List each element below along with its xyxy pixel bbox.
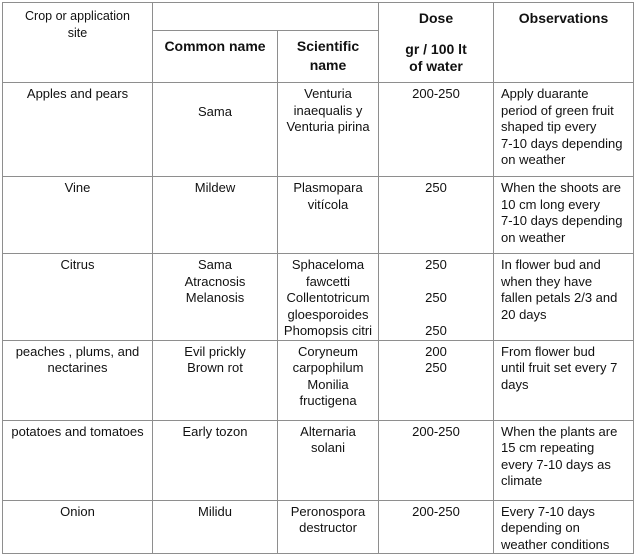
cell-common: Milidu bbox=[152, 499, 278, 554]
header-crop-site: Crop or application site bbox=[2, 2, 153, 83]
header-common-name: Common name bbox=[152, 30, 278, 83]
cell-observations: When the shoots are 10 cm long every 7-1… bbox=[493, 176, 634, 254]
cell-observations: When the plants are 15 cm repeating ever… bbox=[493, 419, 634, 501]
table-row: potatoes and tomatoes Early tozon Alternar… bbox=[2, 419, 634, 501]
cell-common: Evil prickly Brown rot bbox=[152, 339, 278, 421]
table-row: Onion Milidu Peronospora destructor 200-250… bbox=[2, 499, 634, 554]
cell-observations: From flower bud until fruit set every 7 … bbox=[493, 339, 634, 421]
header-dose: Dose gr / 100 lt of water bbox=[378, 2, 494, 83]
cell-dose: 200-250 bbox=[378, 419, 494, 501]
cell-crop: Vine bbox=[2, 176, 153, 254]
cell-scientific: Coryneum carpophilum Monilia fructigena bbox=[277, 339, 379, 421]
cell-common: Mildew bbox=[152, 176, 278, 254]
cell-crop: Onion bbox=[2, 499, 153, 554]
table-row: Citrus Sama Atracnosis Melanosis Sphacelom… bbox=[2, 253, 634, 341]
cell-scientific: Venturia inaequalis y Venturia pirina bbox=[277, 82, 379, 177]
cell-observations: In flower bud and when they have fallen … bbox=[493, 253, 634, 341]
cell-scientific: Alternaria solani bbox=[277, 419, 379, 501]
table-row: peaches , plums, and nectarines Evil pric… bbox=[2, 339, 634, 421]
table-header: Crop or application site Dose gr / 100 l… bbox=[2, 2, 634, 83]
header-dose-unit: gr / 100 lt of water bbox=[405, 41, 467, 74]
cell-crop: Apples and pears bbox=[2, 82, 153, 177]
cell-dose: 200-250 bbox=[378, 82, 494, 177]
cell-common: Sama Atracnosis Melanosis bbox=[152, 253, 278, 341]
cell-dose: 200-250 bbox=[378, 499, 494, 554]
cell-common: Early tozon bbox=[152, 419, 278, 501]
table-row: Apples and pears Sama Venturia inaequalis … bbox=[2, 82, 634, 177]
cell-dose: 250 250 250 bbox=[378, 253, 494, 341]
cell-observations: Apply duarante period of green fruit sha… bbox=[493, 82, 634, 177]
header-scientific-name: Scientific name bbox=[277, 30, 379, 83]
header-dose-title: Dose bbox=[418, 10, 454, 26]
cell-scientific: Peronospora destructor bbox=[277, 499, 379, 554]
cell-crop: peaches , plums, and nectarines bbox=[2, 339, 153, 421]
header-observations: Observations bbox=[493, 2, 634, 83]
cell-scientific: Sphaceloma fawcetti Collentotricum gloes… bbox=[277, 253, 379, 341]
cell-crop: Citrus bbox=[2, 253, 153, 341]
header-group-spacer bbox=[152, 2, 379, 31]
cell-observations: Every 7-10 days depending on weather con… bbox=[493, 499, 634, 554]
cell-dose: 250 bbox=[378, 176, 494, 254]
cell-common: Sama bbox=[152, 82, 278, 177]
table-row: Vine Mildew Plasmopara vitícola 250 When the… bbox=[2, 176, 634, 254]
cell-scientific: Plasmopara vitícola bbox=[277, 176, 379, 254]
cell-dose: 200 250 bbox=[378, 339, 494, 421]
cell-crop: potatoes and tomatoes bbox=[2, 419, 153, 501]
table-body: Apples and pears Sama Venturia inaequalis … bbox=[2, 82, 634, 554]
